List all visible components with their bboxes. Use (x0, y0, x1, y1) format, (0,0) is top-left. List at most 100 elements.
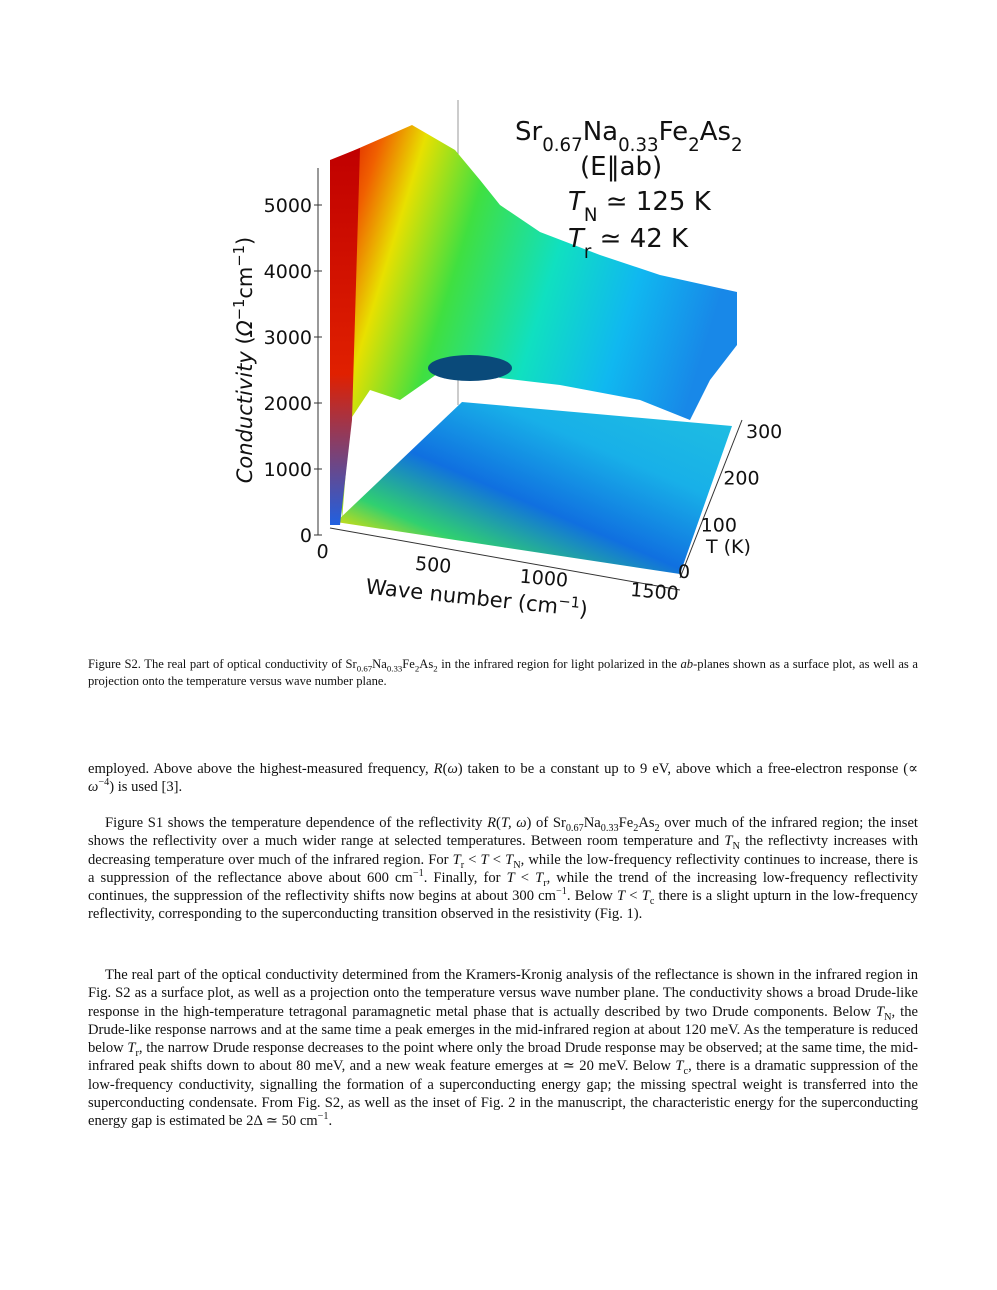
text-run: −1 (317, 1111, 329, 1123)
tick-label: 100 (701, 514, 737, 536)
text-run: Figure S1 shows the temperature dependen… (105, 815, 488, 831)
text-run: . Finally, for (423, 869, 507, 886)
text-run: T (675, 1058, 684, 1075)
text-run: . (328, 1113, 333, 1130)
text-run: in the infrared region for light polariz… (437, 657, 681, 671)
figure-text: (E‖ab) (580, 152, 662, 182)
text-run: 0.67 (542, 135, 583, 156)
text-run: , the Drude-like response narrows and at… (88, 1003, 918, 1057)
text-run: ( (442, 761, 448, 777)
figure-text: Tr ≃ 42 K (568, 224, 689, 263)
text-run: T (568, 224, 586, 254)
figure: Sr0.67Na0.33Fe2As2(E‖ab) TN ≃ 125 KTr ≃ 4… (231, 100, 782, 622)
text-run: 2 (433, 663, 438, 674)
text-run: 2 (688, 135, 700, 156)
text-run: Ω (233, 320, 257, 337)
text-run: ab (680, 657, 694, 671)
surface-plot (317, 100, 743, 591)
text-run: (E‖ab) (580, 152, 662, 182)
tick-label: 2000 (264, 393, 312, 415)
text-run: 2 (633, 822, 639, 834)
tick-label: 1500 (629, 579, 679, 605)
text-run: cm (233, 267, 257, 299)
text-run: , the narrow Drude response decreases to… (88, 1040, 918, 1075)
text-run: ≃ 42 K (591, 224, 689, 254)
text-run: 0.67 (356, 663, 373, 674)
text-run: . Below (566, 888, 617, 905)
text-run: Fe (402, 657, 415, 671)
annotation: Sr0.67Na0.33Fe2As2(E‖ab) TN ≃ 125 KTr ≃ 4… (515, 117, 743, 263)
text-run: Figure S2. The real part of optical cond… (88, 657, 357, 671)
text-run: ) taken to be a constant up to 9 eV, abo… (457, 761, 918, 777)
text-run: the reflectivty increases with decreasin… (88, 833, 918, 868)
x-axis (329, 527, 681, 591)
text-run: T (127, 1040, 136, 1057)
text-run: over much of the infrared region; the in… (88, 815, 918, 850)
text-run: T (K) (705, 536, 751, 558)
text-run: < (488, 851, 506, 868)
text-run: T (506, 869, 515, 886)
text-run: Na (583, 117, 618, 147)
figure-text: Sr0.67Na0.33Fe2As2 (515, 117, 743, 156)
text-run: r (584, 242, 592, 263)
tick-label: 0 (678, 561, 690, 583)
text-run: r (460, 859, 465, 871)
text-run: 0.33 (386, 663, 403, 674)
text-run: ( (233, 336, 257, 351)
text-run: 0.33 (600, 822, 619, 834)
text-run: T (480, 851, 489, 868)
text-run: r (135, 1048, 139, 1060)
text-run: < (625, 888, 642, 905)
low-frequency-wall (330, 148, 360, 525)
figure-caption: Figure S2. The real part of optical cond… (88, 656, 918, 690)
text-run: N (584, 205, 598, 226)
text-run: ( (496, 815, 501, 831)
conductivity-surface (332, 125, 737, 520)
text-run: −1 (231, 245, 248, 267)
text-run: , while the low-frequency reflectivity c… (88, 851, 918, 886)
tick-label: 200 (723, 468, 759, 490)
figure-text: T (K) (705, 536, 751, 558)
figure-text: TN ≃ 125 K (568, 187, 712, 226)
text-run: ) (578, 597, 589, 622)
text-run: 2 (654, 822, 660, 834)
text-run: T (505, 851, 514, 868)
text-run: c (649, 896, 655, 908)
text-run: Sr (515, 117, 543, 147)
text-run: Na (372, 657, 387, 671)
text-run: ) (233, 237, 257, 245)
text-run: < (514, 869, 536, 886)
text-run: −1 (412, 868, 424, 880)
text-run: N (513, 859, 521, 871)
text-run: −4 (98, 777, 110, 789)
text-run: employed. Above above the highest-measur… (88, 761, 434, 777)
text-run: 2 (731, 135, 743, 156)
text-run: R (487, 815, 497, 831)
text-run: 0.67 (565, 822, 584, 834)
text-run: there is a slight upturn in the low-freq… (88, 888, 918, 923)
text-run: T (616, 888, 626, 905)
text-run: 0.33 (618, 135, 659, 156)
text-run: r (543, 877, 547, 889)
text-run: < (464, 851, 481, 868)
text-run: T (535, 869, 544, 886)
paragraph: The real part of the optical conductivit… (88, 966, 918, 1131)
tick-label: 500 (414, 553, 452, 578)
tick-label: 0 (300, 525, 312, 547)
paragraph: Figure S1 shows the temperature dependen… (88, 814, 918, 924)
text-run: Fe (659, 117, 689, 147)
text-run: As (419, 657, 434, 671)
text-run: T (724, 833, 733, 850)
y-axis (679, 419, 743, 579)
figure-text: Conductivity (Ω−1cm−1) (231, 237, 258, 483)
tick-label: 4000 (264, 261, 312, 283)
tick-label: 1000 (519, 566, 569, 592)
text-run: T, ω (500, 815, 527, 831)
tick-label: 3000 (264, 327, 312, 349)
text-run: ω (88, 779, 99, 796)
text-run: N (884, 1011, 892, 1023)
surface-shadow (428, 355, 512, 381)
text-run: T (641, 888, 650, 905)
text-run: , there is a dramatic suppression of the… (88, 1058, 919, 1130)
